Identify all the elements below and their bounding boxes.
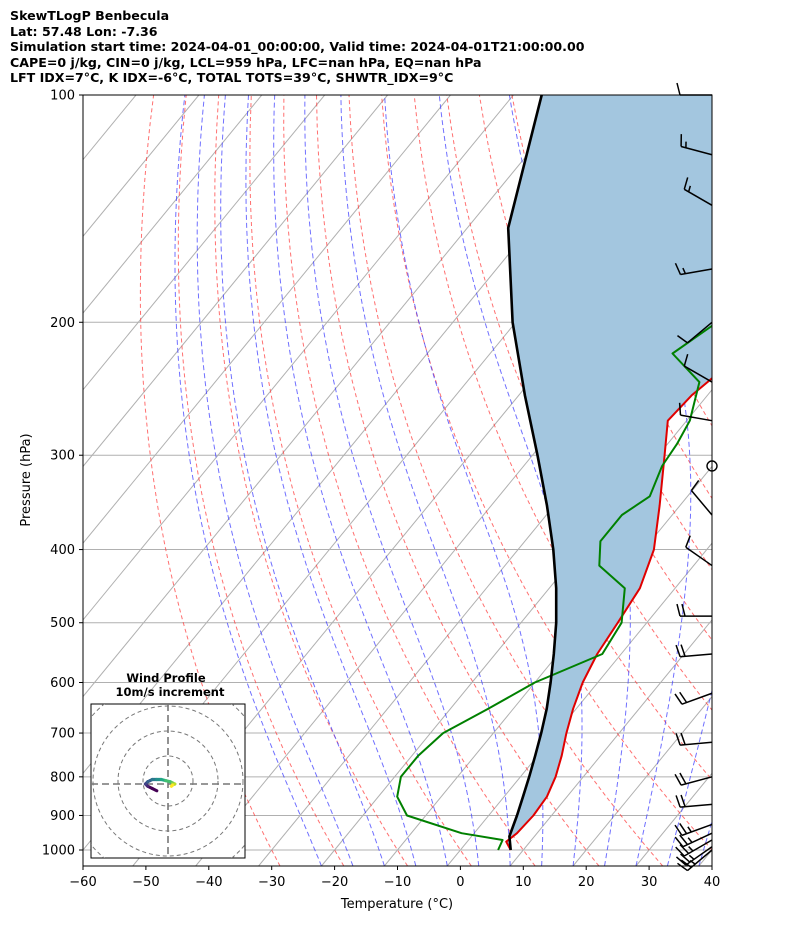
isotherm-gridline — [572, 695, 712, 866]
x-tick-label: 40 — [704, 875, 721, 890]
dry-adiabat — [706, 95, 712, 109]
dry-adiabat — [177, 95, 345, 866]
isotherm-gridline — [83, 95, 577, 698]
x-tick-label: 10 — [515, 875, 532, 890]
wind-barb — [674, 691, 713, 705]
wind-barb — [675, 846, 713, 866]
dry-adiabat — [316, 95, 600, 866]
parcel-profile — [506, 95, 558, 851]
dry-adiabat — [249, 95, 472, 866]
x-tick-label: 30 — [641, 875, 658, 890]
y-tick-label: 100 — [50, 89, 75, 104]
y-tick-label: 500 — [50, 616, 75, 631]
isotherm-gridline — [762, 95, 794, 866]
moist-adiabat — [698, 819, 712, 866]
moist-adiabat — [220, 95, 385, 866]
x-tick-label: −40 — [195, 875, 222, 890]
dry-adiabat — [348, 95, 664, 866]
wind-barb — [683, 177, 713, 206]
y-tick-label: 1000 — [42, 844, 75, 859]
isotherm-gridline — [698, 849, 712, 866]
y-tick-label: 600 — [50, 676, 75, 691]
y-tick-label: 400 — [50, 543, 75, 558]
wind-barb — [675, 839, 713, 857]
wind-barb — [674, 262, 713, 276]
dry-adiabat — [576, 95, 712, 427]
isotherm-gridline — [0, 95, 73, 866]
wind-barb — [676, 603, 712, 617]
y-tick-label: 700 — [50, 727, 75, 742]
hodograph-title: Wind Profile — [126, 671, 206, 685]
wind-barb — [675, 794, 713, 808]
title-line: SkewTLogP Benbecula — [10, 8, 170, 23]
dry-adiabat — [740, 95, 794, 866]
wind-barb — [675, 732, 713, 746]
moist-adiabat — [384, 95, 544, 866]
isotherm-gridline — [83, 95, 451, 544]
title-line: CAPE=0 j/kg, CIN=0 j/kg, LCL=959 hPa, LF… — [10, 54, 482, 70]
chart-title: SkewTLogP Benbecula Lat: 57.48 Lon: -7.3… — [10, 8, 584, 86]
moist-adiabat — [304, 95, 480, 866]
moist-adiabat — [273, 95, 448, 866]
hodograph-segment — [169, 783, 175, 788]
x-tick-label: −50 — [132, 875, 159, 890]
moist-adiabat — [340, 95, 511, 866]
y-tick-label: 800 — [50, 770, 75, 785]
wind-barb — [675, 644, 713, 658]
x-tick-label: 20 — [578, 875, 595, 890]
dry-adiabat — [139, 95, 281, 866]
wind-barb — [677, 321, 713, 344]
hodograph-subtitle: 10m/s increment — [116, 685, 225, 699]
isotherm-gridline — [83, 95, 326, 391]
isotherm-gridline — [83, 95, 200, 238]
wind-barb — [678, 402, 713, 422]
title-line: Lat: 57.48 Lon: -7.36 — [10, 23, 158, 39]
x-tick-label: −20 — [321, 875, 348, 890]
wind-barb — [677, 849, 713, 872]
x-tick-label: −30 — [258, 875, 285, 890]
wind-barb — [690, 480, 713, 516]
hodograph-ring — [142, 755, 194, 807]
isotherm-gridline — [83, 95, 514, 621]
isotherm-gridline — [83, 95, 263, 314]
y-tick-label: 900 — [50, 809, 75, 824]
moist-adiabat — [174, 95, 322, 866]
moist-adiabat — [245, 95, 417, 866]
cin-shaded-area — [506, 95, 712, 850]
x-tick-label: 0 — [456, 875, 464, 890]
wind-barb — [674, 772, 713, 786]
isotherm-gridline — [509, 619, 712, 866]
wind-barb — [680, 134, 713, 156]
wind-barb — [706, 460, 718, 472]
moist-adiabat — [601, 95, 692, 866]
y-tick-label: 200 — [50, 316, 75, 331]
dry-adiabat — [283, 95, 536, 866]
dry-adiabat — [381, 95, 712, 851]
wind-barb — [674, 823, 713, 837]
isotherm-gridline — [83, 95, 388, 468]
x-tick-label: −60 — [69, 875, 96, 890]
wind-barb — [685, 535, 713, 567]
dewpoint-profile — [396, 324, 712, 851]
y-tick-label: 300 — [50, 449, 75, 464]
x-axis-label: Temperature (°C) — [340, 897, 453, 912]
moist-adiabat — [196, 95, 354, 866]
title-line: Simulation start time: 2024-04-01_00:00:… — [10, 39, 585, 55]
wind-barb — [676, 82, 712, 96]
x-tick-label: −10 — [384, 875, 411, 890]
dry-adiabat — [413, 95, 712, 781]
title-line: LFT IDX=7°C, K IDX=-6°C, TOTAL TOTS=39°C… — [10, 70, 454, 86]
temperature-profile — [505, 377, 712, 851]
y-axis-label: Pressure (hPa) — [19, 433, 34, 526]
wind-barb — [683, 353, 713, 383]
dry-adiabat — [773, 95, 794, 866]
wind-barb — [674, 832, 713, 848]
